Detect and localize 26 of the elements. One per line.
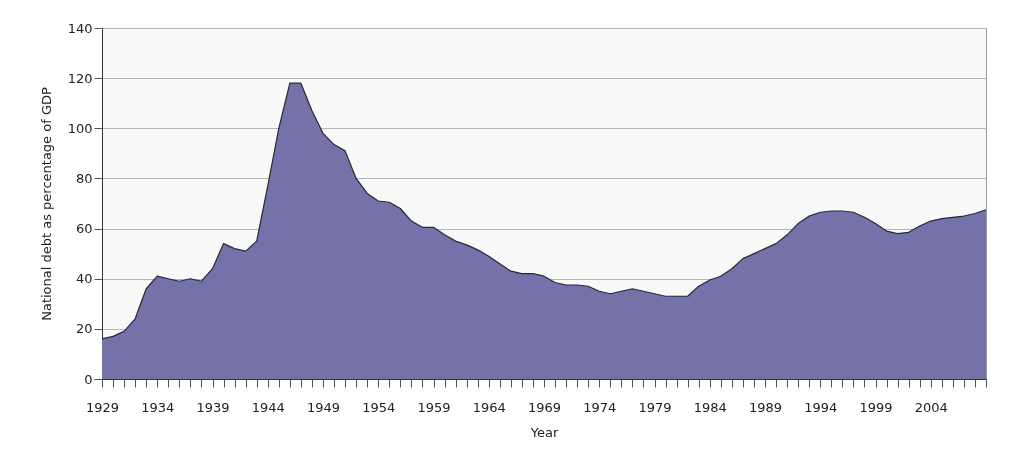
x-tick-label: 1999 <box>859 399 893 415</box>
y-tick-label: 60 <box>75 221 93 237</box>
x-axis-title: Year <box>529 424 559 440</box>
x-tick-label: 1989 <box>748 399 783 415</box>
x-tick-label: 1944 <box>251 399 285 415</box>
x-tick-label: 1934 <box>141 399 175 415</box>
x-tick-label: 1939 <box>196 399 230 415</box>
x-tick-label: 1959 <box>417 399 451 415</box>
x-tick-label: 1984 <box>693 399 727 415</box>
y-tick-label: 80 <box>75 170 93 186</box>
y-tick-label: 120 <box>67 70 93 86</box>
x-tick-label: 1954 <box>362 399 396 415</box>
y-tick-label: 20 <box>75 321 93 337</box>
x-tick-label: 1964 <box>472 399 506 415</box>
x-tick-label: 1994 <box>804 399 838 415</box>
x-tick-label: 2004 <box>914 399 948 415</box>
y-tick-label: 140 <box>67 20 93 36</box>
x-tick-label: 1974 <box>583 399 617 415</box>
x-tick-label: 1949 <box>306 399 341 415</box>
x-tick-label: 1929 <box>85 399 120 415</box>
x-tick-label: 1979 <box>638 399 672 415</box>
y-axis-title: National debt as percentage of GDP <box>38 87 54 321</box>
y-tick-label: 40 <box>75 271 93 287</box>
x-tick-label: 1969 <box>527 399 562 415</box>
y-tick-label: 0 <box>84 371 93 387</box>
y-tick-label: 100 <box>67 120 93 136</box>
